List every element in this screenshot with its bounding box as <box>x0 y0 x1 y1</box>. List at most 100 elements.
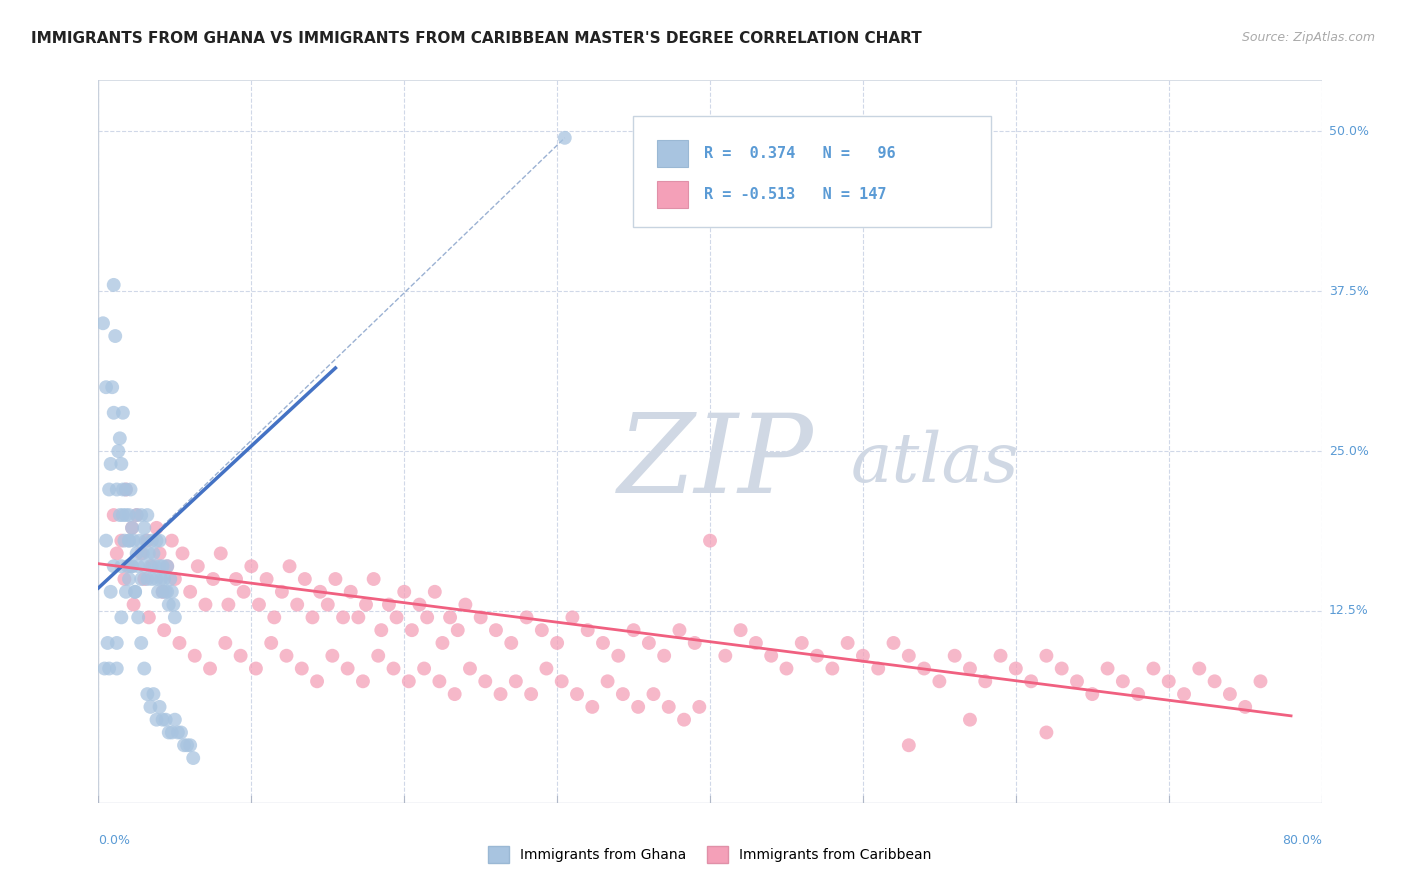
Point <box>443 687 465 701</box>
Point <box>643 687 665 701</box>
Point <box>367 648 389 663</box>
Point <box>179 738 201 752</box>
Point <box>156 559 179 574</box>
Point <box>432 636 454 650</box>
Point <box>759 648 782 663</box>
Point <box>554 131 576 145</box>
Point <box>127 610 149 624</box>
Point <box>152 559 174 574</box>
Point <box>108 431 131 445</box>
Point <box>928 674 950 689</box>
Point <box>576 623 599 637</box>
Point <box>530 623 553 637</box>
Text: atlas: atlas <box>851 430 1019 497</box>
Point <box>378 598 401 612</box>
Legend: Immigrants from Ghana, Immigrants from Caribbean: Immigrants from Ghana, Immigrants from C… <box>482 840 938 868</box>
Point <box>100 584 122 599</box>
Point <box>229 648 252 663</box>
Text: R =  0.374   N =   96: R = 0.374 N = 96 <box>704 145 896 161</box>
Point <box>110 457 132 471</box>
Point <box>673 713 696 727</box>
Point <box>121 559 143 574</box>
Point <box>596 674 619 689</box>
Point <box>607 648 630 663</box>
Point <box>105 661 128 675</box>
Point <box>118 572 141 586</box>
Point <box>370 623 392 637</box>
Point <box>163 713 186 727</box>
Point <box>321 648 343 663</box>
Point <box>149 559 172 574</box>
Point <box>652 648 675 663</box>
Point <box>565 687 588 701</box>
Point <box>294 572 316 586</box>
Point <box>1112 674 1135 689</box>
Point <box>581 699 603 714</box>
Point <box>592 636 614 650</box>
Point <box>990 648 1012 663</box>
Point <box>627 699 650 714</box>
Point <box>637 636 661 650</box>
Point <box>162 598 184 612</box>
Point <box>129 508 152 522</box>
Point <box>94 380 117 394</box>
Point <box>141 533 163 548</box>
Point <box>160 725 183 739</box>
Point <box>134 572 156 586</box>
Point <box>111 508 134 522</box>
Point <box>1249 674 1271 689</box>
Point <box>112 533 135 548</box>
Point <box>291 661 314 675</box>
Point <box>134 661 156 675</box>
Point <box>1097 661 1119 675</box>
Point <box>270 584 292 599</box>
Point <box>352 674 374 689</box>
Point <box>714 648 737 663</box>
Point <box>806 648 828 663</box>
Point <box>176 738 198 752</box>
Point <box>141 559 163 574</box>
Point <box>139 699 162 714</box>
Point <box>149 699 172 714</box>
Point <box>145 533 167 548</box>
Point <box>103 406 125 420</box>
Point <box>136 533 159 548</box>
Point <box>959 713 981 727</box>
Point <box>505 674 527 689</box>
Point <box>145 572 167 586</box>
Point <box>136 687 159 701</box>
Point <box>1188 661 1211 675</box>
Point <box>134 521 156 535</box>
Point <box>110 533 132 548</box>
Point <box>142 546 165 560</box>
Point <box>127 559 149 574</box>
Point <box>118 533 141 548</box>
Point <box>217 598 239 612</box>
Point <box>118 508 141 522</box>
Point <box>111 483 134 497</box>
Point <box>173 738 195 752</box>
Point <box>401 623 423 637</box>
Point <box>93 661 115 675</box>
Point <box>152 584 174 599</box>
Point <box>143 559 166 574</box>
Point <box>1173 687 1195 701</box>
Point <box>156 559 179 574</box>
Point <box>157 598 180 612</box>
Point <box>152 584 174 599</box>
Point <box>688 699 710 714</box>
Point <box>121 521 143 535</box>
Point <box>138 610 160 624</box>
Point <box>129 572 152 586</box>
Point <box>301 610 323 624</box>
Point <box>157 725 180 739</box>
Point <box>115 508 138 522</box>
Point <box>325 572 347 586</box>
Point <box>103 277 125 292</box>
Point <box>110 610 132 624</box>
Point <box>194 598 217 612</box>
Point <box>122 598 145 612</box>
Point <box>153 572 176 586</box>
Point <box>120 483 142 497</box>
Point <box>141 572 163 586</box>
